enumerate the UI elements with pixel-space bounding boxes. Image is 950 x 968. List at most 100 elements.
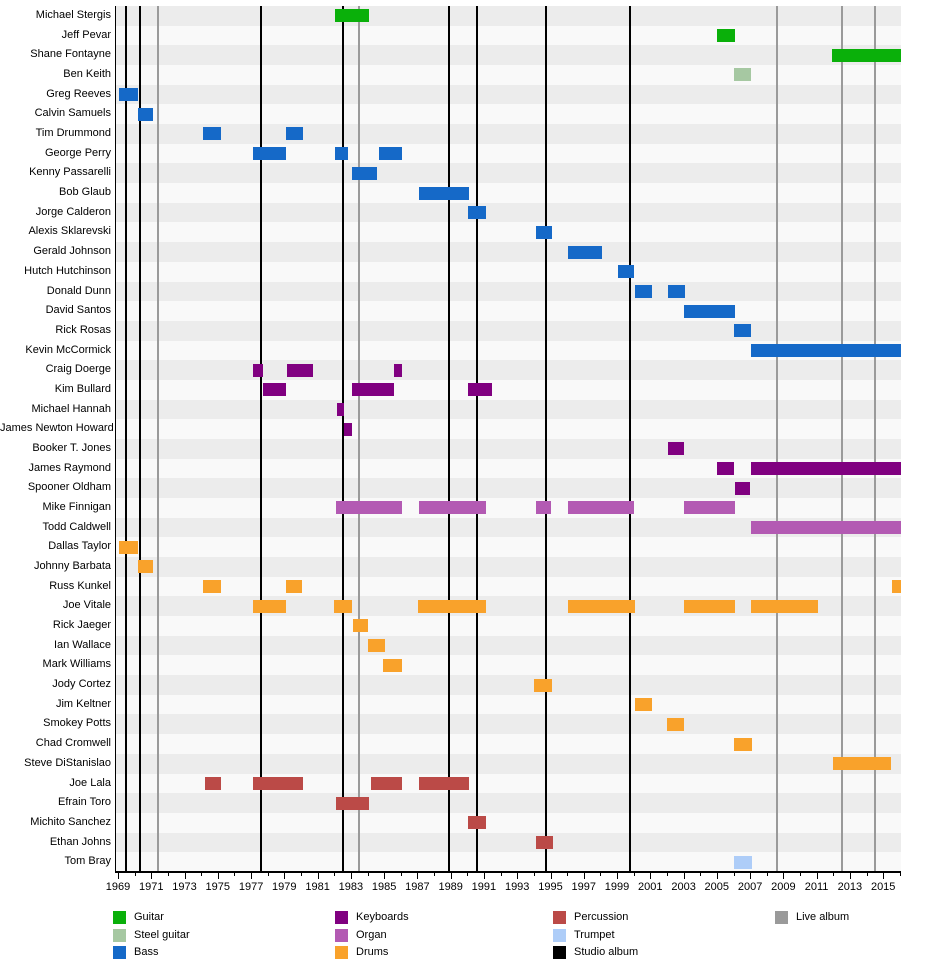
member-name-label: Todd Caldwell bbox=[42, 520, 111, 533]
timeline-bar bbox=[468, 206, 486, 220]
legend-label-steel_guitar: Steel guitar bbox=[134, 928, 190, 941]
axis-tick bbox=[666, 873, 668, 876]
legend-swatch-drums bbox=[335, 946, 348, 959]
axis-tick-label: 1995 bbox=[538, 881, 563, 893]
member-name-label: Donald Dunn bbox=[46, 284, 111, 297]
timeline-bar bbox=[336, 402, 345, 416]
member-name-label: Ethan Johns bbox=[49, 835, 111, 848]
member-name-label: Mark Williams bbox=[42, 658, 111, 671]
timeline-bar bbox=[118, 88, 138, 102]
axis-tick bbox=[633, 873, 635, 876]
timeline-bar bbox=[716, 29, 736, 42]
member-name-label: Smokey Potts bbox=[43, 717, 111, 730]
legend-label-organ: Organ bbox=[356, 928, 387, 941]
row-stripe bbox=[115, 694, 901, 715]
member-name-label: Shane Fontayne bbox=[30, 48, 111, 61]
row-stripe bbox=[115, 773, 901, 794]
timeline-bar bbox=[684, 599, 736, 613]
row-stripe bbox=[115, 25, 901, 46]
timeline-bar bbox=[286, 363, 313, 377]
legend-label-trumpet: Trumpet bbox=[574, 928, 615, 941]
member-name-label: Mike Finnigan bbox=[42, 501, 111, 513]
axis-tick-label: 1997 bbox=[571, 881, 597, 893]
axis-tick bbox=[583, 873, 585, 879]
axis-tick-label: 1975 bbox=[205, 881, 231, 893]
axis-tick-label: 2007 bbox=[737, 881, 763, 893]
legend-swatch-guitar bbox=[113, 911, 126, 924]
axis-tick bbox=[650, 873, 652, 879]
timeline-bar bbox=[335, 147, 348, 161]
axis-tick bbox=[533, 873, 535, 876]
row-stripe bbox=[115, 84, 901, 105]
axis-tick-label: 1973 bbox=[172, 881, 197, 893]
member-name-label: Kevin McCormick bbox=[25, 343, 111, 356]
timeline-bar bbox=[750, 343, 901, 357]
row-stripe bbox=[115, 438, 901, 459]
timeline-bar bbox=[335, 9, 370, 23]
axis-tick bbox=[467, 873, 469, 876]
axis-tick bbox=[750, 873, 752, 879]
axis-tick bbox=[267, 873, 269, 876]
legend-label-drums: Drums bbox=[356, 946, 389, 958]
axis-tick bbox=[400, 873, 402, 876]
legend-swatch-steel_guitar bbox=[113, 928, 126, 942]
timeline-bar bbox=[252, 599, 286, 613]
row-stripe bbox=[115, 222, 901, 243]
timeline-bar bbox=[202, 127, 222, 141]
row-stripe bbox=[115, 793, 901, 813]
axis-tick bbox=[118, 873, 119, 879]
row-stripe bbox=[115, 320, 901, 341]
row-stripe bbox=[115, 281, 901, 302]
legend-swatch-keyboards bbox=[335, 911, 348, 924]
timeline-bar bbox=[202, 580, 222, 594]
timeline-bar bbox=[204, 776, 222, 790]
member-name-label: James Raymond bbox=[28, 461, 111, 474]
timeline-bar bbox=[379, 147, 403, 161]
studio-album-line bbox=[260, 6, 263, 871]
timeline-bar bbox=[468, 816, 486, 830]
row-stripe bbox=[115, 124, 901, 144]
row-stripe bbox=[115, 104, 901, 125]
axis-tick bbox=[350, 873, 352, 879]
timeline-bar bbox=[351, 166, 378, 180]
axis-tick bbox=[284, 873, 286, 879]
timeline-bar bbox=[535, 225, 553, 239]
member-name-label: Greg Reeves bbox=[46, 87, 111, 100]
legend-label-keyboards: Keyboards bbox=[356, 911, 409, 923]
timeline-bar bbox=[734, 68, 751, 82]
axis-tick-label: 1969 bbox=[105, 881, 131, 893]
axis-tick-label: 2005 bbox=[704, 881, 730, 893]
axis-tick bbox=[217, 873, 219, 879]
timeline-bar bbox=[750, 521, 901, 534]
member-name-label: Jody Cortez bbox=[52, 678, 111, 691]
axis-tick bbox=[683, 873, 685, 879]
member-name-label: Jeff Pevar bbox=[61, 28, 111, 41]
axis-tick-label: 1991 bbox=[471, 881, 497, 893]
member-name-label: Michael Hannah bbox=[31, 402, 112, 415]
studio-album-line bbox=[476, 6, 479, 871]
row-stripe bbox=[115, 183, 901, 203]
row-stripe bbox=[115, 576, 901, 597]
row-stripe bbox=[115, 714, 901, 735]
axis-tick bbox=[334, 873, 336, 876]
member-name-label: Kenny Passarelli bbox=[29, 166, 111, 179]
member-name-label: Rick Jaeger bbox=[52, 619, 111, 632]
timeline-bar bbox=[334, 599, 352, 613]
live-album-line bbox=[873, 6, 876, 871]
timeline-bar bbox=[634, 284, 652, 298]
row-stripe bbox=[115, 65, 901, 85]
axis-tick bbox=[567, 873, 569, 876]
row-stripe bbox=[115, 143, 901, 164]
timeline-bar bbox=[352, 619, 369, 633]
axis-tick-label: 1993 bbox=[504, 881, 530, 893]
timeline-bar bbox=[383, 658, 403, 672]
member-name-label: Jim Keltner bbox=[55, 697, 111, 710]
axis-tick-label: 2001 bbox=[638, 881, 663, 893]
axis-tick bbox=[417, 873, 419, 879]
timeline-bar bbox=[533, 678, 553, 692]
legend-swatch-percussion bbox=[553, 911, 566, 924]
member-name-label: Alexis Sklarevski bbox=[28, 225, 111, 238]
axis-tick bbox=[783, 873, 785, 879]
axis-tick-label: 1989 bbox=[438, 881, 463, 893]
